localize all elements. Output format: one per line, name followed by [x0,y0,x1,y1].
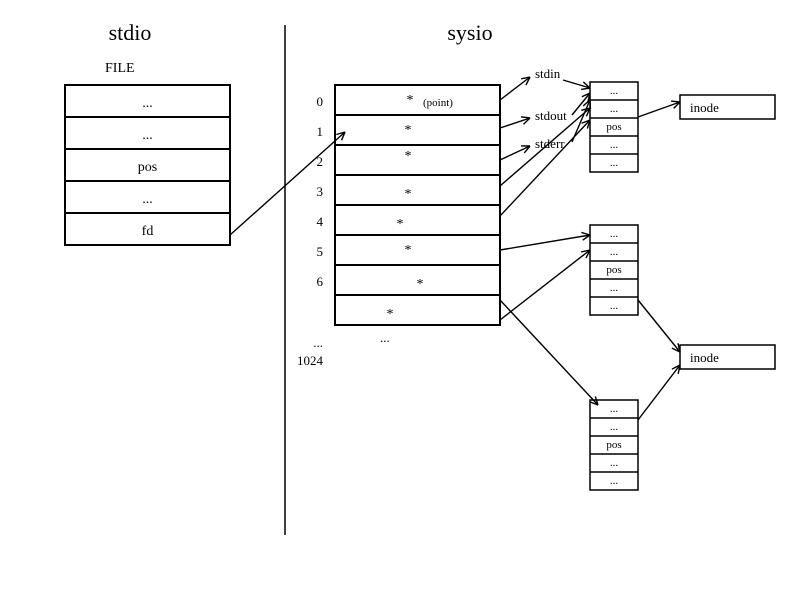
label-stderr: stderr [535,136,565,151]
fd-star-1: * [405,149,412,164]
fd-index: 4 [317,214,324,229]
fd2-to-stderr [500,146,530,160]
file-struct-1-cell: ... [610,139,619,151]
fd-star-2: * [405,187,412,202]
fd-index: 1024 [297,353,324,368]
fd5-to-struct2 [500,235,590,250]
fd5-to-struct2-head [581,232,590,235]
struct2-to-inode2 [638,300,680,352]
fd-star-4: * [405,243,412,258]
file-struct-2-cell: ... [610,246,619,258]
file-struct-2-cell: pos [606,264,621,276]
fd-index: ... [313,335,323,350]
file-table-cell: ... [142,192,153,207]
struct1-to-inode1-head [671,101,680,102]
label-stdout: stdout [535,108,567,123]
fd-star-6: * [387,307,394,322]
fd-index: 1 [317,124,324,139]
file-struct-1-cell: ... [610,157,619,169]
file-struct-2-cell: ... [610,282,619,294]
file-table-cell: fd [142,224,154,239]
file-struct-1-cell: ... [610,103,619,115]
file-struct-3-cell: ... [610,475,619,487]
fd-index: 0 [317,94,324,109]
inode-label-1: inode [690,100,719,115]
stdin-to-struct1-head [581,88,590,89]
file-label: FILE [105,61,135,76]
fd0-to-stdin [500,77,530,100]
fd-ellipsis: ... [380,330,390,345]
file-struct-2-cell: ... [610,300,619,312]
fd-index: 6 [317,274,324,289]
file-struct-1-cell: pos [606,121,621,133]
fd4-to-struct1 [500,120,590,216]
heading-sysio: sysio [447,20,492,45]
file-struct-2-cell: ... [610,228,619,240]
fd-index: 3 [317,184,324,199]
struct3-to-inode2 [638,365,680,420]
heading-stdio: stdio [109,20,152,45]
file-struct-3-cell: ... [610,403,619,415]
stdout-to-struct1 [572,93,590,115]
fd-index: 5 [317,244,324,259]
file-struct-3-cell: ... [610,457,619,469]
file-struct-3-cell: ... [610,421,619,433]
fdcross-to-struct2 [500,250,590,320]
file-table-cell: ... [142,128,153,143]
file-struct-3-cell: pos [606,439,621,451]
file-table-cell: pos [138,160,157,175]
fd-row0-paren: (point) [423,97,453,109]
fd6-to-struct3 [500,300,598,405]
fd-to-fdtable [230,132,345,235]
fd-star-0: * [405,123,412,138]
fd-star-5: * [417,277,424,292]
inode-label-2: inode [690,350,719,365]
label-stdin: stdin [535,66,561,81]
file-struct-1-cell: ... [610,85,619,97]
fd-star-3: * [397,217,404,232]
fd1-to-stdout-head [521,117,530,118]
file-table-cell: ... [142,96,153,111]
struct1-to-inode1 [638,102,680,117]
fd-row0-star: * [407,93,414,108]
